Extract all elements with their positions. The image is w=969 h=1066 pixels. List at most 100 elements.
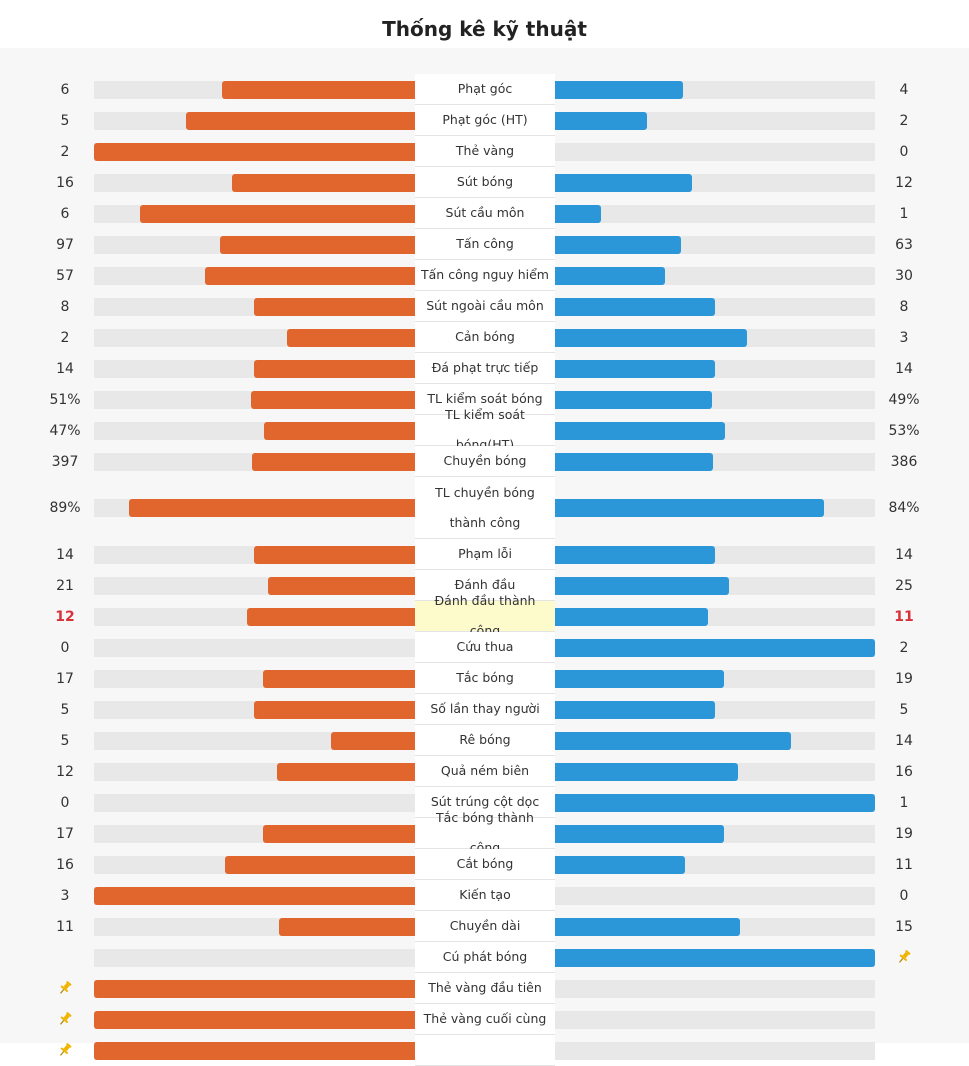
away-bar	[555, 638, 875, 657]
stat-label-text: Chuyền bóng	[443, 453, 527, 468]
home-bar	[94, 1010, 415, 1029]
away-bar-track	[555, 266, 875, 285]
home-bar-track	[94, 762, 415, 781]
home-bar-track	[94, 979, 415, 998]
away-bar	[555, 266, 665, 285]
away-bar	[555, 855, 685, 874]
page-title: Thống kê kỹ thuật	[382, 17, 587, 41]
home-bar	[287, 328, 415, 347]
away-value: 30	[895, 267, 913, 284]
home-value: 12	[56, 763, 74, 780]
away-bar	[555, 359, 715, 378]
stat-label: Cú phát bóng	[415, 942, 555, 973]
away-bar	[555, 793, 875, 812]
away-bar	[555, 235, 681, 254]
stat-label: TL chuyền bóng thành công	[415, 477, 555, 539]
away-value: 15	[895, 918, 913, 935]
home-bar-track	[94, 111, 415, 130]
stat-label: Đánh đầu thành công	[415, 593, 555, 638]
away-value: 19	[895, 825, 913, 842]
away-value: 4	[899, 81, 909, 98]
home-bar-track	[94, 855, 415, 874]
away-bar	[555, 948, 875, 967]
away-bar	[555, 824, 724, 843]
away-value: 16	[895, 763, 913, 780]
away-bar-track	[555, 204, 875, 223]
home-value: 11	[56, 918, 74, 935]
home-bar-track	[94, 204, 415, 223]
away-value: 84%	[888, 500, 920, 516]
home-bar-track	[94, 886, 415, 905]
home-bar	[254, 297, 415, 316]
home-bar-track	[94, 638, 415, 657]
home-bar	[225, 855, 415, 874]
stat-label-text: Cứu thua	[456, 639, 514, 654]
home-bar	[264, 421, 415, 440]
away-bar	[555, 421, 725, 440]
stats-panel: 6 4 Phạt góc 5 2 Phạt góc (HT) 2 0 Thẻ vàng 16 12 S…	[0, 48, 969, 1066]
home-bar	[247, 607, 415, 626]
stat-label-text: Sút bóng	[456, 174, 514, 189]
home-bar-track	[94, 793, 415, 812]
stat-label: Đá phạt trực tiếp	[415, 353, 555, 384]
home-bar	[140, 204, 415, 223]
away-bar-track	[555, 607, 875, 626]
away-bar-track	[555, 731, 875, 750]
home-bar	[232, 173, 415, 192]
home-value: 0	[60, 794, 70, 811]
away-bar-track	[555, 173, 875, 192]
home-bar	[331, 731, 415, 750]
stat-label-text: Quả ném biên	[440, 763, 530, 778]
stat-label-text: Phạt góc (HT)	[442, 112, 528, 127]
stat-label: Cản bóng	[415, 322, 555, 353]
stat-label: Thẻ vàng cuối cùng	[415, 1004, 555, 1035]
stat-label-text: Thẻ vàng	[455, 143, 515, 158]
home-value: 89%	[49, 500, 81, 516]
pin-icon	[57, 980, 73, 996]
home-value: 2	[60, 329, 70, 346]
stat-label-text: Phạt góc	[457, 81, 513, 96]
stat-label: Chuyền dài	[415, 911, 555, 942]
away-value: 11	[895, 856, 913, 873]
home-value: 5	[60, 732, 70, 749]
home-value: 16	[56, 856, 74, 873]
home-bar-track	[94, 235, 415, 254]
away-bar	[555, 390, 712, 409]
home-value: 6	[60, 81, 70, 98]
away-bar-track	[555, 142, 875, 161]
away-bar	[555, 700, 715, 719]
stat-label-text: Thẻ vàng đầu tiên	[428, 980, 542, 995]
away-bar-track	[555, 793, 875, 812]
stat-label-text: Rê bóng	[459, 732, 511, 747]
away-value: 5	[899, 701, 909, 718]
away-bar-track	[555, 1010, 875, 1029]
stat-label: Chuyền bóng	[415, 446, 555, 477]
away-bar-track	[555, 762, 875, 781]
home-bar	[252, 452, 415, 471]
stat-label-text: TL kiểm soát bóng	[427, 391, 543, 406]
stat-label: Sút cầu môn	[415, 198, 555, 229]
away-bar-track	[555, 235, 875, 254]
away-bar	[555, 111, 647, 130]
home-bar-track	[94, 452, 415, 471]
home-bar	[94, 1041, 415, 1060]
home-bar-track	[94, 359, 415, 378]
away-bar-track	[555, 452, 875, 471]
stat-label: Tắc bóng thành công	[415, 810, 555, 855]
away-bar	[555, 545, 715, 564]
home-bar	[186, 111, 415, 130]
home-value: 5	[60, 112, 70, 129]
home-value: 0	[60, 639, 70, 656]
away-bar-track	[555, 359, 875, 378]
stat-label: Quả ném biên	[415, 756, 555, 787]
stat-label: Đánh đầu	[415, 570, 555, 601]
stat-label-text: Cản bóng	[455, 329, 515, 344]
stat-label-text: Cú phát bóng	[442, 949, 528, 964]
away-value: 3	[899, 329, 909, 346]
away-bar-track	[555, 948, 875, 967]
stat-label: Sút trúng cột dọc	[415, 787, 555, 818]
stat-label: Sút ngoài cầu môn	[415, 291, 555, 322]
stat-label-text: Tấn công	[456, 236, 514, 251]
stat-label: Cứu thua	[415, 632, 555, 663]
away-bar-track	[555, 886, 875, 905]
